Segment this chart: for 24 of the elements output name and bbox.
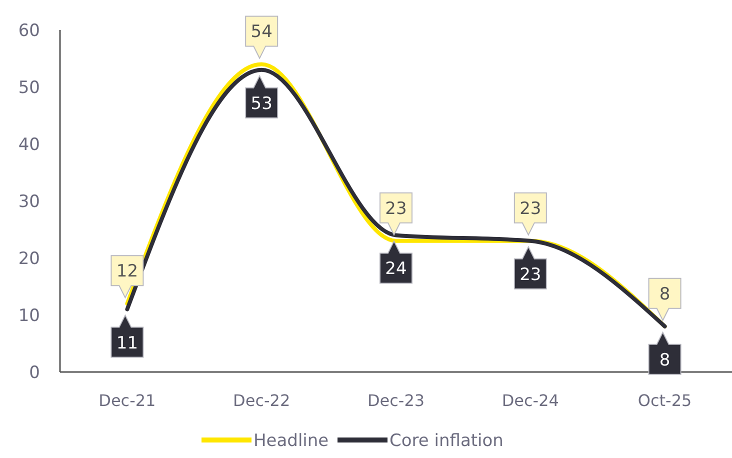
data-label: 23	[520, 198, 542, 219]
legend-label: Core inflation	[390, 431, 504, 451]
data-label: 54	[250, 22, 272, 42]
x-tick-label: Dec-24	[502, 391, 559, 410]
data-label: 12	[116, 262, 138, 282]
data-label: 53	[250, 94, 272, 114]
x-tick-label: Dec-23	[367, 391, 425, 410]
y-tick-label: 40	[18, 135, 40, 155]
legend-label: Headline	[254, 431, 329, 451]
y-tick-label: 0	[29, 363, 40, 383]
data-label: 8	[659, 284, 670, 304]
y-tick-label: 10	[18, 306, 40, 326]
data-label: 23	[385, 198, 407, 219]
data-label: 23	[520, 264, 542, 285]
y-tick-label: 30	[18, 192, 40, 212]
x-tick-label: Dec-22	[233, 391, 290, 410]
x-tick-label: Dec-21	[98, 391, 156, 410]
data-label: 24	[385, 259, 407, 280]
x-tick-label: Oct-25	[638, 391, 692, 410]
y-tick-label: 60	[18, 21, 40, 41]
data-label: 11	[116, 333, 138, 354]
data-label: 8	[659, 350, 670, 370]
y-tick-label: 50	[18, 78, 40, 98]
y-tick-label: 20	[18, 249, 40, 269]
